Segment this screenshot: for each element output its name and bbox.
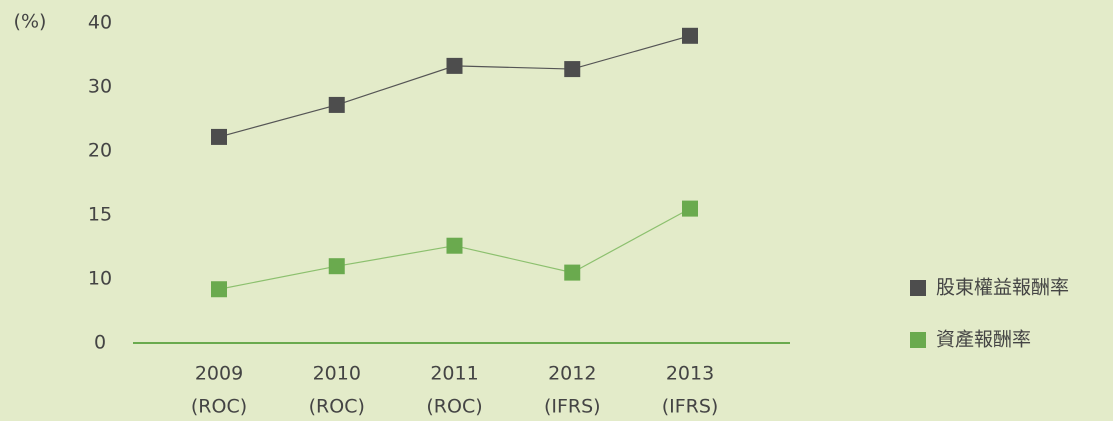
x-tick-label: (ROC): [191, 396, 247, 418]
x-tick-label: 2012: [548, 363, 596, 385]
x-tick-label: (ROC): [309, 396, 365, 418]
x-tick-label: (ROC): [426, 396, 482, 418]
y-tick-label: 10: [88, 268, 112, 290]
marker: [564, 264, 581, 281]
legend-label: 資產報酬率: [936, 329, 1031, 351]
marker: [564, 61, 581, 78]
legend-swatch: [910, 332, 926, 348]
x-tick-label: 2013: [666, 363, 714, 385]
marker: [446, 237, 463, 254]
y-tick-label: 0: [94, 332, 106, 354]
marker: [446, 57, 463, 74]
marker: [682, 200, 698, 217]
y-axis-label: (%): [14, 11, 47, 33]
marker: [328, 96, 345, 113]
x-tick-label: (IFRS): [544, 396, 601, 418]
y-tick-label: 20: [88, 140, 112, 162]
legend-swatch: [910, 280, 926, 296]
y-tick-label: 40: [88, 12, 112, 34]
marker: [682, 27, 698, 44]
x-tick-label: 2009: [195, 363, 243, 385]
series-line: [218, 35, 691, 138]
legend-label: 股東權益報酬率: [936, 277, 1069, 299]
marker: [328, 258, 345, 275]
x-tick-label: 2010: [313, 363, 361, 385]
marker: [211, 128, 227, 145]
y-tick-label: 15: [88, 204, 112, 226]
marker: [211, 281, 227, 298]
y-tick-label: 30: [88, 76, 112, 98]
x-tick-label: 2011: [430, 363, 478, 385]
x-tick-label: (IFRS): [662, 396, 719, 418]
